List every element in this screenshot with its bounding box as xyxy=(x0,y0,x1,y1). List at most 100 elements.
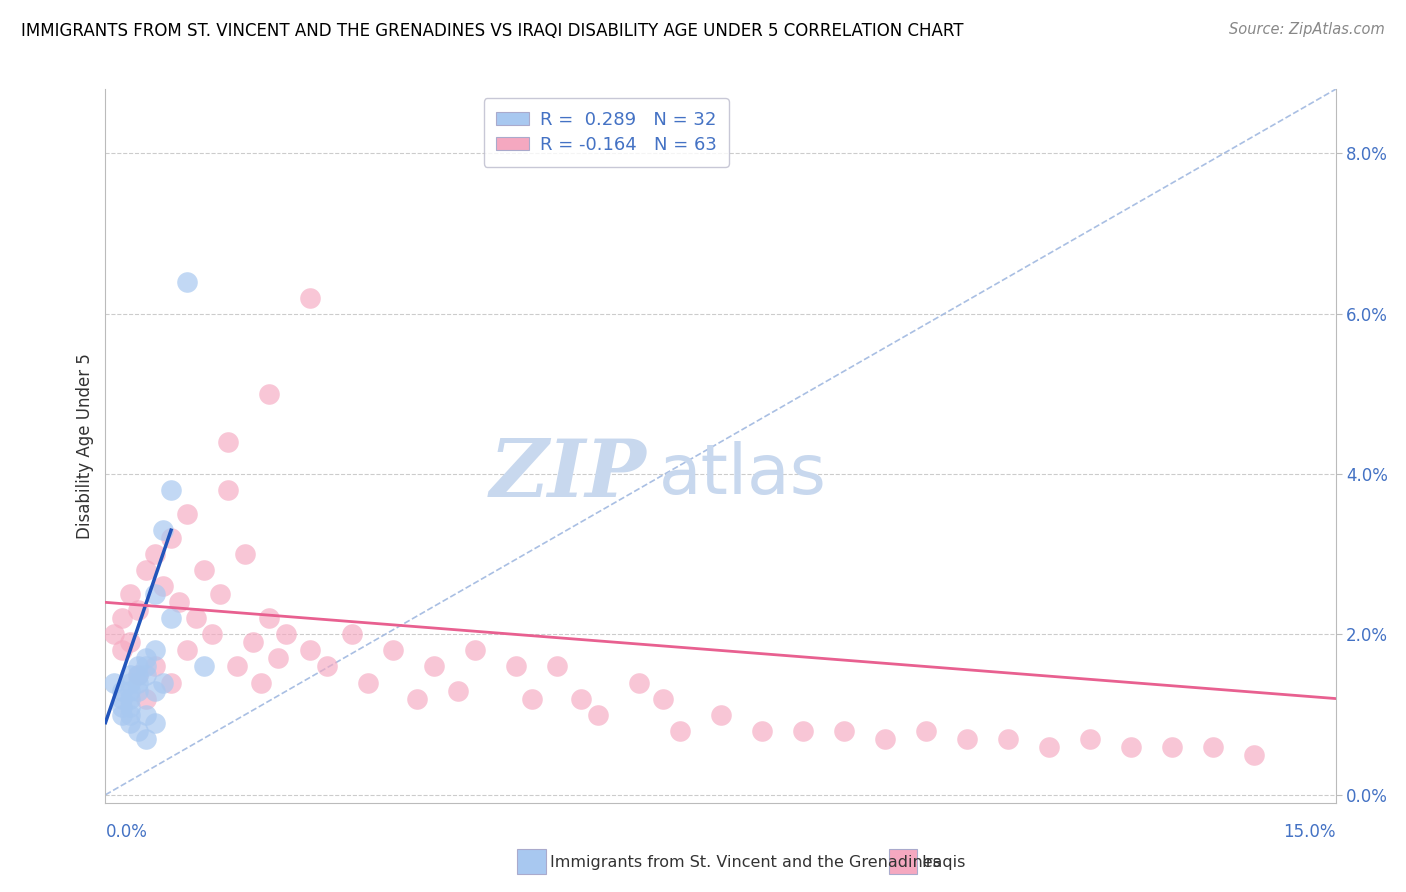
Point xyxy=(135,659,157,673)
Point xyxy=(143,587,166,601)
Point xyxy=(152,523,174,537)
Point xyxy=(143,683,166,698)
Point xyxy=(120,715,141,730)
Point xyxy=(176,507,198,521)
Point xyxy=(340,627,363,641)
Point xyxy=(193,659,215,673)
Text: Immigrants from St. Vincent and the Grenadines: Immigrants from St. Vincent and the Gren… xyxy=(550,855,941,870)
Text: 0.0%: 0.0% xyxy=(105,822,148,840)
Point xyxy=(914,723,936,738)
Bar xyxy=(517,849,546,874)
Point xyxy=(259,611,281,625)
Point xyxy=(259,387,281,401)
Point xyxy=(120,667,141,681)
Point xyxy=(103,627,125,641)
Point xyxy=(873,731,896,746)
Point xyxy=(135,651,157,665)
Point xyxy=(218,483,240,497)
Point xyxy=(111,643,134,657)
Point xyxy=(143,547,166,561)
Point xyxy=(274,627,297,641)
Point xyxy=(792,723,814,738)
Point xyxy=(111,699,134,714)
Point xyxy=(127,667,149,681)
Point xyxy=(127,667,149,681)
Point xyxy=(152,579,174,593)
Point xyxy=(111,611,134,625)
Point xyxy=(184,611,207,625)
Text: ZIP: ZIP xyxy=(489,436,647,513)
Point xyxy=(160,611,183,625)
Text: IMMIGRANTS FROM ST. VINCENT AND THE GRENADINES VS IRAQI DISABILITY AGE UNDER 5 C: IMMIGRANTS FROM ST. VINCENT AND THE GREN… xyxy=(21,22,963,40)
Point xyxy=(176,643,198,657)
Point xyxy=(447,683,470,698)
Point xyxy=(225,659,247,673)
Point xyxy=(120,587,141,601)
Point xyxy=(169,595,191,609)
Point xyxy=(111,691,134,706)
Text: 15.0%: 15.0% xyxy=(1284,822,1336,840)
Point xyxy=(143,715,166,730)
Point xyxy=(160,483,183,497)
Point xyxy=(956,731,979,746)
Point xyxy=(710,707,733,722)
Point xyxy=(520,691,543,706)
Point xyxy=(1078,731,1101,746)
Point xyxy=(103,675,125,690)
Point xyxy=(586,707,609,722)
Point xyxy=(233,547,256,561)
Point xyxy=(111,707,134,722)
Point xyxy=(120,707,141,722)
Point xyxy=(127,683,149,698)
Point xyxy=(546,659,568,673)
Point xyxy=(1038,739,1060,754)
Text: atlas: atlas xyxy=(659,441,827,508)
Point xyxy=(1160,739,1182,754)
Point xyxy=(120,691,141,706)
Point xyxy=(120,699,141,714)
Point xyxy=(1119,739,1142,754)
Point xyxy=(120,683,141,698)
Point xyxy=(299,291,322,305)
Point xyxy=(422,659,444,673)
Point xyxy=(997,731,1019,746)
Text: Iraqis: Iraqis xyxy=(921,855,966,870)
Point xyxy=(160,531,183,545)
Point xyxy=(209,587,232,601)
Point xyxy=(242,635,264,649)
Point xyxy=(299,643,322,657)
Point xyxy=(127,603,149,617)
Point xyxy=(652,691,675,706)
Point xyxy=(135,707,157,722)
Point xyxy=(135,691,157,706)
Point xyxy=(120,675,141,690)
Legend: R =  0.289   N = 32, R = -0.164   N = 63: R = 0.289 N = 32, R = -0.164 N = 63 xyxy=(484,98,730,167)
Point xyxy=(152,675,174,690)
Point xyxy=(505,659,527,673)
Point xyxy=(406,691,429,706)
Point xyxy=(135,731,157,746)
Point xyxy=(627,675,650,690)
Point xyxy=(751,723,773,738)
Point xyxy=(135,667,157,681)
Text: Source: ZipAtlas.com: Source: ZipAtlas.com xyxy=(1229,22,1385,37)
Point xyxy=(569,691,592,706)
Point xyxy=(357,675,380,690)
Y-axis label: Disability Age Under 5: Disability Age Under 5 xyxy=(76,353,94,539)
Point xyxy=(127,659,149,673)
Point xyxy=(316,659,339,673)
Point xyxy=(267,651,290,665)
Point xyxy=(668,723,690,738)
Point xyxy=(127,675,149,690)
Point xyxy=(1202,739,1225,754)
Point xyxy=(135,563,157,577)
Point xyxy=(111,683,134,698)
Point xyxy=(250,675,273,690)
Point xyxy=(201,627,224,641)
Point xyxy=(193,563,215,577)
Point xyxy=(1243,747,1265,762)
Point xyxy=(127,723,149,738)
Point xyxy=(218,435,240,450)
Point xyxy=(120,635,141,649)
Point xyxy=(143,643,166,657)
